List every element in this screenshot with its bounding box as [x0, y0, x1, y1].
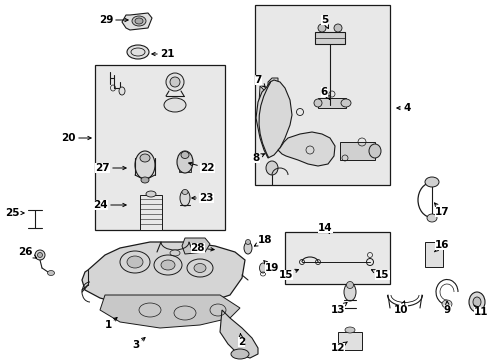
- Bar: [179, 162, 191, 172]
- Bar: [140, 195, 162, 230]
- Polygon shape: [278, 132, 334, 166]
- Ellipse shape: [441, 300, 451, 308]
- Ellipse shape: [146, 191, 156, 197]
- Ellipse shape: [141, 177, 149, 183]
- Bar: [285, 232, 389, 284]
- Ellipse shape: [313, 99, 321, 107]
- Text: 14: 14: [317, 223, 332, 233]
- Ellipse shape: [135, 18, 142, 24]
- Text: 22: 22: [188, 162, 214, 173]
- Ellipse shape: [340, 99, 350, 107]
- Text: 18: 18: [254, 235, 272, 246]
- Text: 25: 25: [5, 208, 24, 218]
- Polygon shape: [82, 242, 244, 308]
- Bar: [424, 242, 442, 267]
- Bar: [254, 5, 389, 185]
- Text: 19: 19: [263, 261, 279, 273]
- Text: 26: 26: [19, 247, 37, 258]
- Text: 17: 17: [434, 203, 448, 217]
- Ellipse shape: [194, 264, 205, 273]
- Bar: [339, 142, 374, 160]
- Text: 5: 5: [320, 15, 328, 28]
- Ellipse shape: [468, 292, 484, 312]
- Ellipse shape: [140, 154, 150, 162]
- Text: 21: 21: [152, 49, 174, 59]
- Text: 15: 15: [371, 270, 389, 280]
- Ellipse shape: [181, 152, 189, 158]
- Text: 2: 2: [237, 334, 244, 347]
- Text: 23: 23: [191, 193, 213, 203]
- Ellipse shape: [177, 151, 193, 173]
- Ellipse shape: [230, 349, 248, 359]
- Text: 9: 9: [443, 301, 450, 315]
- Ellipse shape: [135, 151, 155, 179]
- Text: 27: 27: [95, 163, 126, 173]
- Text: 13: 13: [330, 302, 346, 315]
- Ellipse shape: [317, 24, 325, 32]
- Bar: [337, 332, 361, 350]
- Text: 24: 24: [93, 200, 126, 210]
- Ellipse shape: [343, 283, 355, 301]
- Ellipse shape: [170, 250, 180, 256]
- Ellipse shape: [165, 73, 183, 91]
- Text: 12: 12: [330, 342, 346, 353]
- Polygon shape: [122, 13, 152, 30]
- Ellipse shape: [38, 252, 42, 257]
- Bar: [314, 32, 345, 44]
- Ellipse shape: [35, 250, 45, 260]
- Text: 6: 6: [320, 87, 329, 99]
- Ellipse shape: [244, 242, 251, 254]
- Ellipse shape: [161, 260, 175, 270]
- Ellipse shape: [170, 77, 180, 87]
- Text: 20: 20: [61, 133, 91, 143]
- Polygon shape: [220, 310, 258, 358]
- Ellipse shape: [119, 87, 125, 95]
- Ellipse shape: [182, 189, 187, 194]
- Text: 7: 7: [254, 75, 265, 87]
- Ellipse shape: [424, 177, 438, 187]
- Text: 3: 3: [132, 338, 145, 350]
- Text: 16: 16: [433, 240, 448, 252]
- Bar: [317, 98, 346, 108]
- Ellipse shape: [245, 239, 250, 244]
- Ellipse shape: [472, 297, 480, 307]
- Polygon shape: [256, 80, 291, 158]
- Text: 1: 1: [104, 318, 117, 330]
- Ellipse shape: [265, 161, 278, 175]
- Ellipse shape: [180, 190, 190, 206]
- Ellipse shape: [127, 45, 149, 59]
- Polygon shape: [258, 78, 278, 128]
- Ellipse shape: [345, 327, 354, 333]
- Bar: [95, 65, 224, 230]
- Ellipse shape: [259, 263, 266, 273]
- Ellipse shape: [368, 144, 380, 158]
- Ellipse shape: [426, 214, 436, 222]
- Text: 28: 28: [190, 243, 214, 253]
- Ellipse shape: [346, 282, 353, 288]
- Polygon shape: [182, 238, 209, 254]
- Ellipse shape: [47, 270, 54, 275]
- Ellipse shape: [333, 24, 341, 32]
- Ellipse shape: [127, 256, 142, 268]
- Text: 8: 8: [252, 153, 264, 163]
- Ellipse shape: [163, 98, 185, 112]
- Text: 11: 11: [473, 305, 488, 317]
- Ellipse shape: [132, 16, 146, 26]
- Text: 10: 10: [393, 301, 407, 315]
- Text: 15: 15: [278, 269, 298, 280]
- Polygon shape: [100, 295, 240, 328]
- Text: 29: 29: [99, 15, 128, 25]
- Text: 4: 4: [396, 103, 409, 113]
